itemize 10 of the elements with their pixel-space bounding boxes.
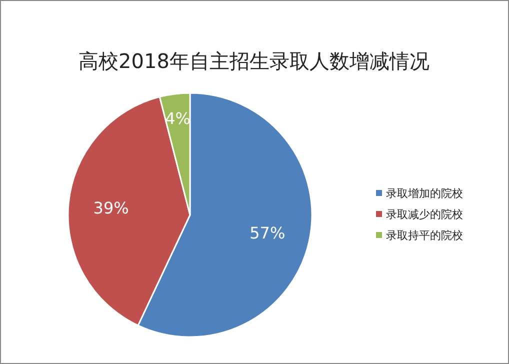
legend-label: 录取持平的院校 xyxy=(386,229,463,242)
data-label: 39% xyxy=(93,198,129,218)
legend-label: 录取增加的院校 xyxy=(386,187,463,200)
pie-slice xyxy=(137,92,313,338)
data-label: 4% xyxy=(165,109,190,128)
chart-title: 高校2018年自主招生录取人数增减情况 xyxy=(78,49,430,73)
pie-slice xyxy=(67,96,191,326)
data-label: 57% xyxy=(250,223,286,242)
legend-label: 录取减少的院校 xyxy=(386,208,463,221)
pie-slice xyxy=(158,92,191,216)
